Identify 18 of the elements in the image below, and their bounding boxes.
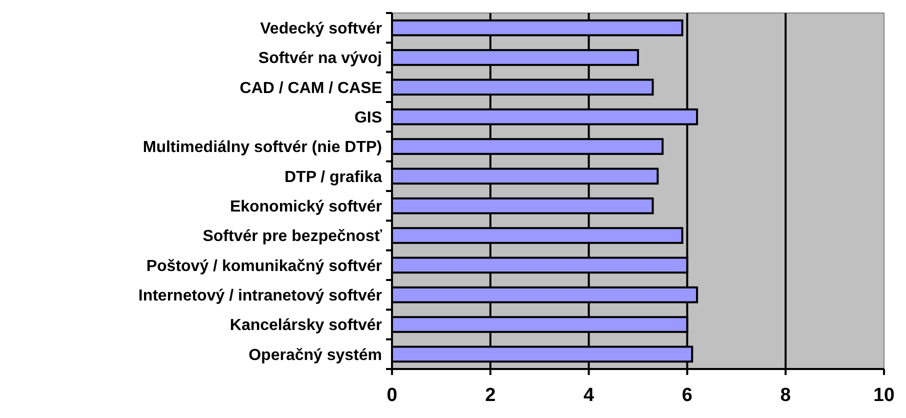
y-tick-label: Kancelársky softvér — [230, 317, 382, 334]
y-tick-label: Vedecký softvér — [260, 20, 382, 38]
y-tick-label: Internetový / intranetový softvér — [138, 287, 382, 304]
x-tick-label: 8 — [780, 385, 791, 406]
y-tick-label: CAD / CAM / CASE — [240, 80, 382, 97]
y-tick-label: Ekonomický softvér — [230, 198, 382, 216]
x-tick-label: 0 — [386, 385, 398, 406]
y-tick-label: Multimediálny softvér (nie DTP) — [142, 139, 382, 156]
y-tick-label: Softvér na vývoj — [258, 50, 382, 68]
x-tick-label: 6 — [682, 385, 692, 406]
y-tick-label: GIS — [354, 109, 382, 126]
x-tick-label: 2 — [485, 385, 496, 406]
y-tick-label: Operačný systém — [248, 346, 382, 364]
y-tick-label: Softvér pre bezpečnosť — [202, 228, 382, 246]
y-tick-label: Poštový / komunikačný softvér — [146, 258, 382, 275]
x-tick-label: 4 — [584, 385, 595, 406]
y-tick-label: DTP / grafika — [284, 168, 382, 186]
x-tick-label: 10 — [873, 385, 895, 406]
